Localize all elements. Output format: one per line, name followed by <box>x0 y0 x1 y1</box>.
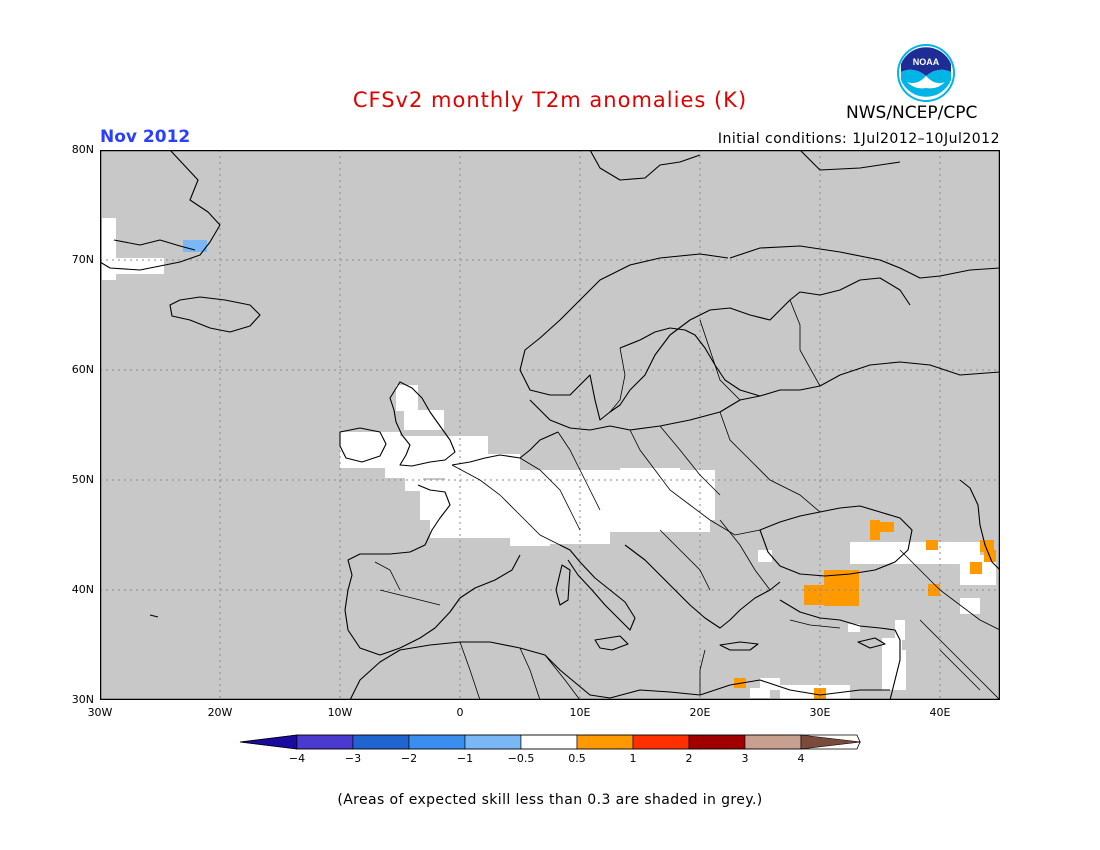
colorbar-tick-label: 1 <box>629 752 637 765</box>
coastlines <box>100 150 1000 700</box>
colorbar-tick-label: 4 <box>797 752 805 765</box>
political-borders <box>374 299 1000 700</box>
colorbar-tick-label: −0.5 <box>507 752 535 765</box>
colorbar-tick-label: −3 <box>344 752 362 765</box>
colorbar-segment <box>520 734 578 750</box>
lon-label-40e: 40E <box>929 706 951 719</box>
lon-label-20e: 20E <box>689 706 711 719</box>
forecast-period: Nov 2012 <box>100 127 191 147</box>
colorbar-tick-label: 0.5 <box>568 752 586 765</box>
initial-conditions: Initial conditions: 1Jul2012–10Jul2012 <box>717 131 1000 147</box>
lat-label-70n: 70N <box>71 253 94 266</box>
map-background <box>100 150 1000 700</box>
lat-label-40n: 40N <box>71 583 94 596</box>
agency-label: NWS/NCEP/CPC <box>846 103 978 123</box>
colorbar-tick-label: 3 <box>741 752 749 765</box>
colorbar-segment <box>688 734 746 750</box>
noaa-logo: NOAA <box>897 44 955 102</box>
colorbar-arrow-high <box>800 734 862 750</box>
colorbar-segment <box>632 734 690 750</box>
lat-label-30n: 30N <box>71 693 94 706</box>
chart-title: CFSv2 monthly T2m anomalies (K) <box>352 88 748 112</box>
colorbar-segment <box>744 734 802 750</box>
anomaly-map <box>100 150 1000 700</box>
map-frame <box>100 150 1000 700</box>
lon-label-10w: 10W <box>327 706 353 719</box>
lon-label-30w: 30W <box>87 706 113 719</box>
colorbar-tick-label: −1 <box>456 752 474 765</box>
colorbar-outline <box>239 734 861 750</box>
colorbar-segment <box>464 734 522 750</box>
lon-label-30e: 30E <box>809 706 831 719</box>
colorbar-segment <box>576 734 634 750</box>
lon-label-10e: 10E <box>569 706 591 719</box>
colorbar-tick-label: 2 <box>685 752 693 765</box>
skill-footnote: (Areas of expected skill less than 0.3 a… <box>337 792 763 808</box>
lon-label-20w: 20W <box>207 706 233 719</box>
lat-label-80n: 80N <box>71 143 94 156</box>
lat-label-60n: 60N <box>71 363 94 376</box>
colorbar-tick-label: −4 <box>288 752 306 765</box>
colorbar-tick-label: −2 <box>400 752 418 765</box>
colorbar-segment <box>408 734 466 750</box>
lat-label-50n: 50N <box>71 473 94 486</box>
colorbar-arrow-low <box>239 734 298 750</box>
colorbar-segment <box>352 734 410 750</box>
cool-anomaly-region <box>183 240 207 252</box>
colorbar-segment <box>296 734 354 750</box>
svg-text:NOAA: NOAA <box>913 57 940 67</box>
lon-label-0: 0 <box>456 706 464 719</box>
